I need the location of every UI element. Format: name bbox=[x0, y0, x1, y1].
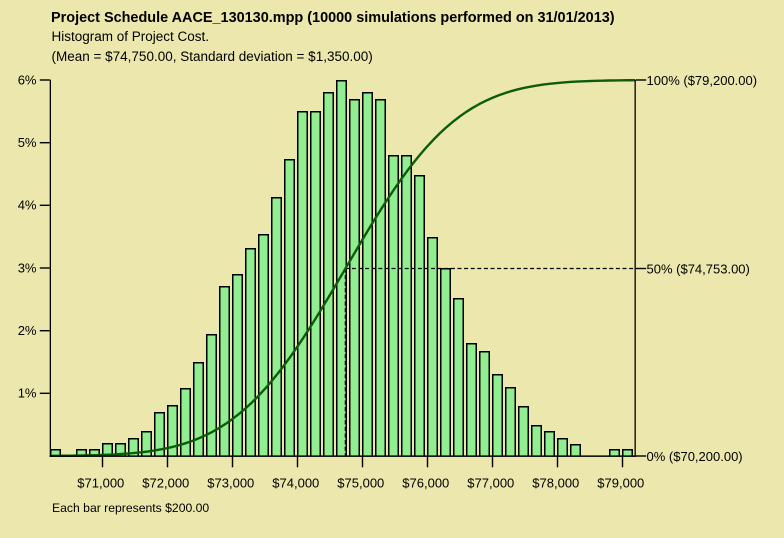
svg-text:Each bar represents $200.00: Each bar represents $200.00 bbox=[52, 501, 209, 515]
svg-text:Project Schedule AACE_130130.m: Project Schedule AACE_130130.mpp (10000 … bbox=[51, 10, 615, 26]
svg-text:4%: 4% bbox=[18, 198, 37, 213]
svg-text:50% ($74,753.00): 50% ($74,753.00) bbox=[647, 262, 750, 277]
svg-text:2%: 2% bbox=[18, 323, 37, 338]
svg-text:$75,000: $75,000 bbox=[337, 476, 384, 491]
svg-text:$73,000: $73,000 bbox=[207, 476, 254, 491]
svg-text:100% ($79,200.00): 100% ($79,200.00) bbox=[647, 73, 758, 88]
svg-text:$72,000: $72,000 bbox=[142, 476, 189, 491]
svg-text:$71,000: $71,000 bbox=[77, 476, 124, 491]
svg-text:$79,000: $79,000 bbox=[597, 476, 644, 491]
svg-text:3%: 3% bbox=[18, 260, 37, 275]
svg-text:0% ($70,200.00): 0% ($70,200.00) bbox=[647, 449, 743, 464]
svg-text:(Mean = $74,750.00, Standard d: (Mean = $74,750.00, Standard deviation =… bbox=[52, 49, 373, 64]
svg-text:5%: 5% bbox=[18, 135, 37, 150]
svg-text:$76,000: $76,000 bbox=[402, 476, 449, 491]
svg-text:Histogram of Project Cost.: Histogram of Project Cost. bbox=[52, 29, 210, 44]
svg-text:$74,000: $74,000 bbox=[272, 476, 319, 491]
svg-text:$77,000: $77,000 bbox=[467, 476, 514, 491]
svg-text:$78,000: $78,000 bbox=[532, 476, 579, 491]
svg-text:6%: 6% bbox=[18, 72, 37, 87]
svg-text:1%: 1% bbox=[18, 386, 37, 401]
